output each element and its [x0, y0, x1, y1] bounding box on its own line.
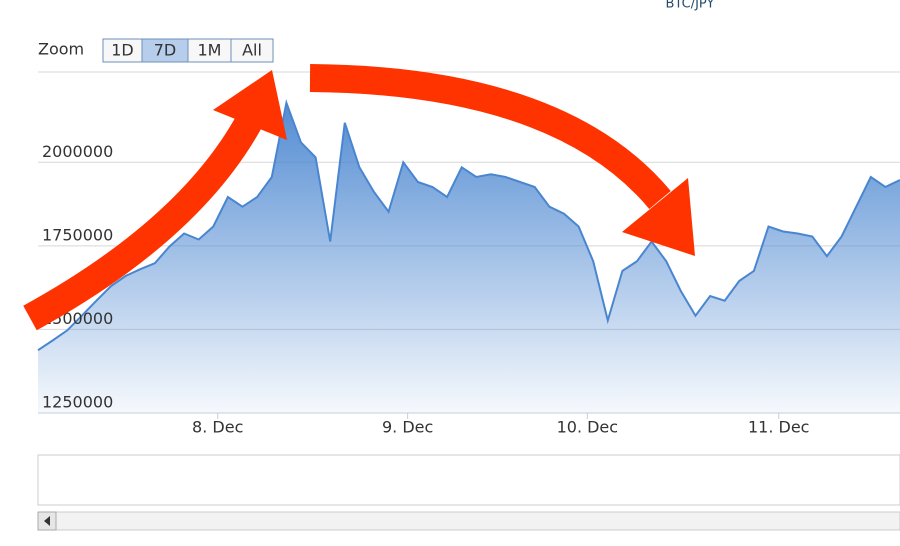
range-button-label[interactable]: 1M [198, 41, 222, 60]
x-tick-label: 11. Dec [748, 418, 810, 437]
area-fill [38, 102, 900, 414]
range-button-label[interactable]: 7D [154, 41, 177, 60]
y-tick-label: 1750000 [42, 225, 113, 244]
x-tick-label: 8. Dec [192, 418, 243, 437]
range-selector: Zoom 1D 7D 1M All [38, 38, 274, 63]
x-tick-label: 9. Dec [382, 418, 433, 437]
x-tick-label: 10. Dec [557, 418, 619, 437]
scroll-left-arrow [44, 516, 50, 526]
arrow-head [213, 70, 287, 140]
y-tick-label: 1250000 [42, 393, 113, 412]
range-button-label[interactable]: 1D [111, 41, 134, 60]
y-tick-label: 2000000 [42, 142, 113, 161]
line [37, 99, 900, 352]
chart-title: BTC/JPY [666, 0, 715, 12]
arrow-body [309, 64, 671, 210]
range-button[interactable] [230, 38, 274, 63]
range-button-label[interactable]: All [242, 41, 262, 60]
scrollbar[interactable] [37, 511, 900, 531]
zoom-label: Zoom [38, 40, 84, 59]
annotation-arrows [23, 64, 695, 331]
arrow-body [23, 113, 263, 331]
navigator [37, 454, 900, 506]
arrow-head [622, 178, 695, 256]
